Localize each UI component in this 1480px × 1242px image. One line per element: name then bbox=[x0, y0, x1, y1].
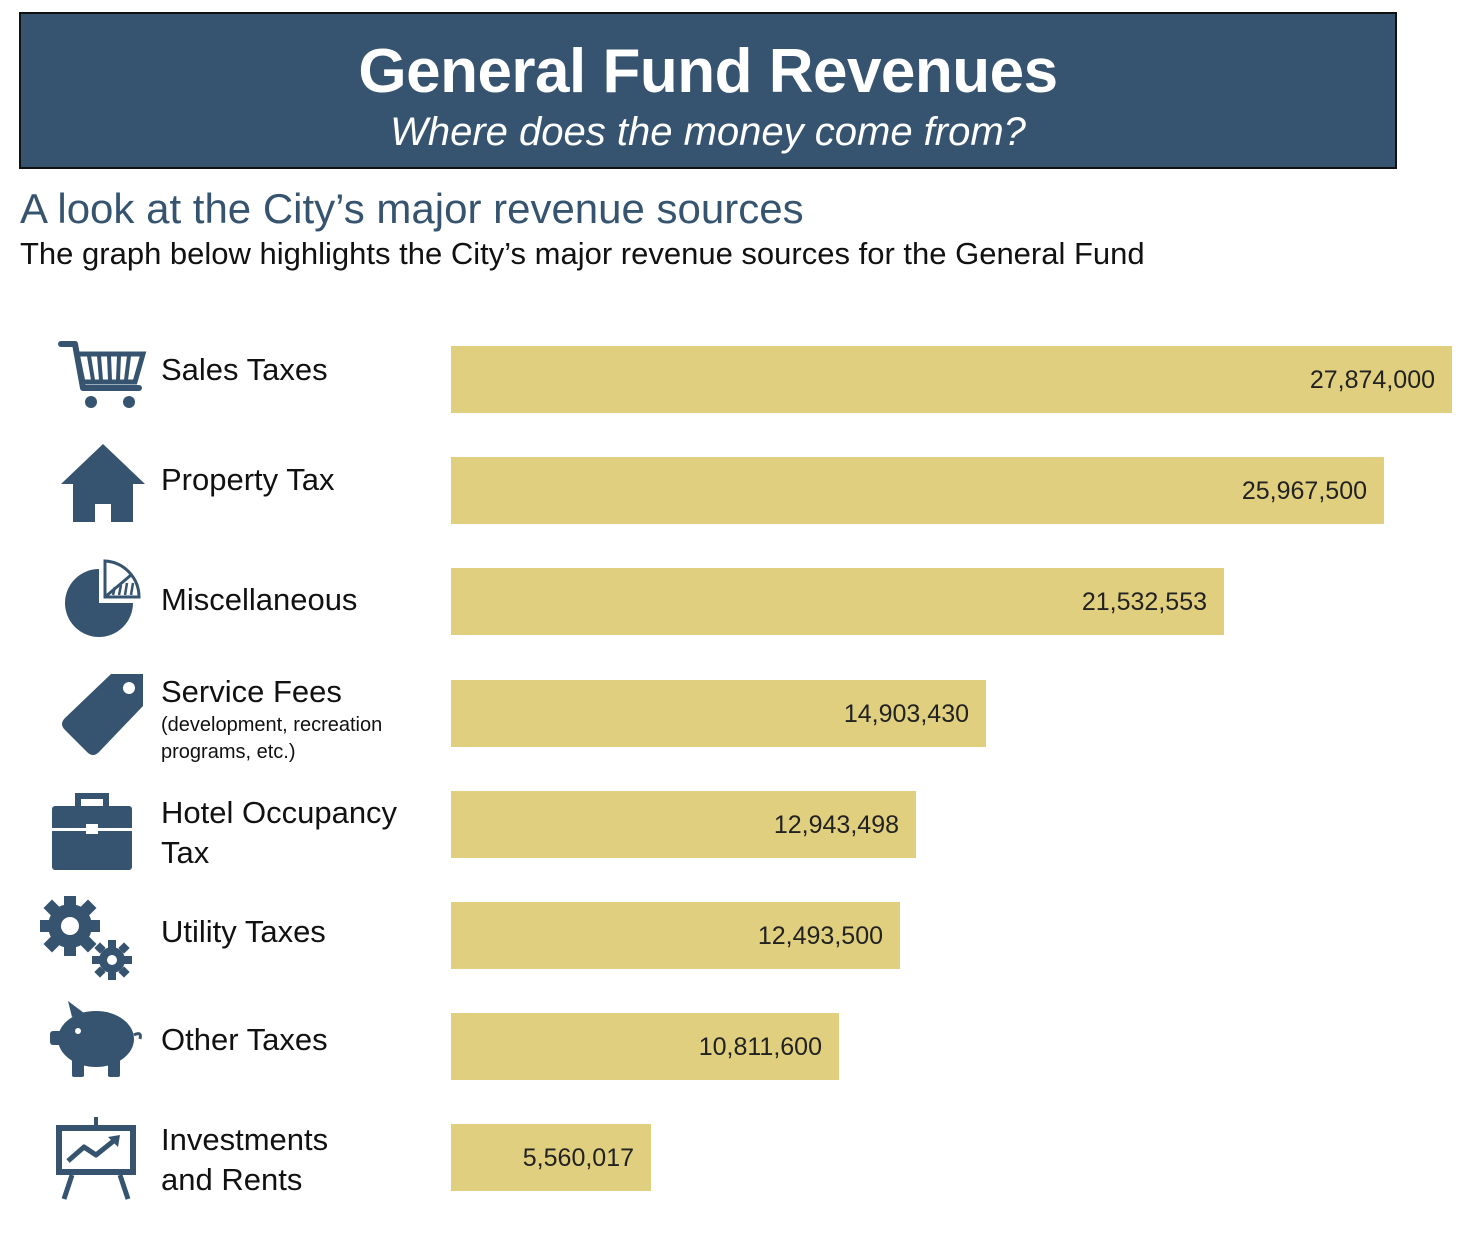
bar-value-label: 5,560,017 bbox=[522, 1144, 634, 1172]
bar-value-label: 12,943,498 bbox=[773, 811, 899, 839]
bar-value-label: 21,532,553 bbox=[1081, 588, 1207, 616]
pie-chart-icon bbox=[53, 553, 153, 643]
category-label: Property Tax bbox=[161, 460, 441, 500]
bar-value-label: 12,493,500 bbox=[757, 922, 883, 950]
category-label: Hotel Occupancy Tax bbox=[161, 793, 401, 873]
bar: 14,903,430 bbox=[451, 680, 986, 747]
bar: 27,874,000 bbox=[451, 346, 1452, 413]
category-label-text: Miscellaneous bbox=[161, 582, 358, 617]
bar-value-label: 14,903,430 bbox=[843, 700, 969, 728]
house-icon bbox=[53, 438, 153, 528]
section-heading: A look at the City’s major revenue sourc… bbox=[20, 185, 804, 232]
category-label-text: Hotel Occupancy Tax bbox=[161, 795, 398, 870]
bar: 25,967,500 bbox=[451, 457, 1384, 524]
piggy-bank-icon bbox=[46, 995, 146, 1085]
category-label: Utility Taxes bbox=[161, 912, 441, 952]
bar-value-label: 25,967,500 bbox=[1241, 477, 1367, 505]
category-label: Other Taxes bbox=[161, 1020, 441, 1060]
bar: 12,493,500 bbox=[451, 902, 900, 969]
bar-value-label: 27,874,000 bbox=[1309, 366, 1435, 394]
bar: 5,560,017 bbox=[451, 1124, 651, 1191]
category-label: Miscellaneous bbox=[161, 580, 441, 620]
price-tag-icon bbox=[53, 670, 153, 760]
presentation-chart-icon bbox=[46, 1115, 146, 1205]
category-note: (development, recreation programs, etc.) bbox=[161, 714, 383, 763]
category-label-text: Other Taxes bbox=[161, 1022, 328, 1057]
category-label: Service Fees (development, recreation pro… bbox=[161, 672, 441, 766]
title-banner: General Fund Revenues Where does the mon… bbox=[19, 12, 1397, 169]
bar: 21,532,553 bbox=[451, 568, 1224, 635]
category-label-text: Service Fees bbox=[161, 674, 342, 709]
category-label: Investments and Rents bbox=[161, 1120, 361, 1200]
gears-icon bbox=[36, 892, 136, 982]
briefcase-icon bbox=[42, 788, 142, 878]
bar: 10,811,600 bbox=[451, 1013, 839, 1080]
category-label-text: Utility Taxes bbox=[161, 914, 326, 949]
page-title: General Fund Revenues bbox=[358, 37, 1058, 106]
category-label-text: Sales Taxes bbox=[161, 352, 328, 387]
section-description: The graph below highlights the City’s ma… bbox=[20, 236, 1145, 271]
bar-value-label: 10,811,600 bbox=[698, 1033, 822, 1061]
category-label-text: Investments and Rents bbox=[161, 1122, 329, 1197]
bar: 12,943,498 bbox=[451, 791, 916, 858]
shopping-cart-icon bbox=[53, 330, 153, 420]
category-label: Sales Taxes bbox=[161, 350, 441, 390]
category-label-text: Property Tax bbox=[161, 462, 335, 497]
page-subtitle: Where does the money come from? bbox=[390, 110, 1026, 154]
